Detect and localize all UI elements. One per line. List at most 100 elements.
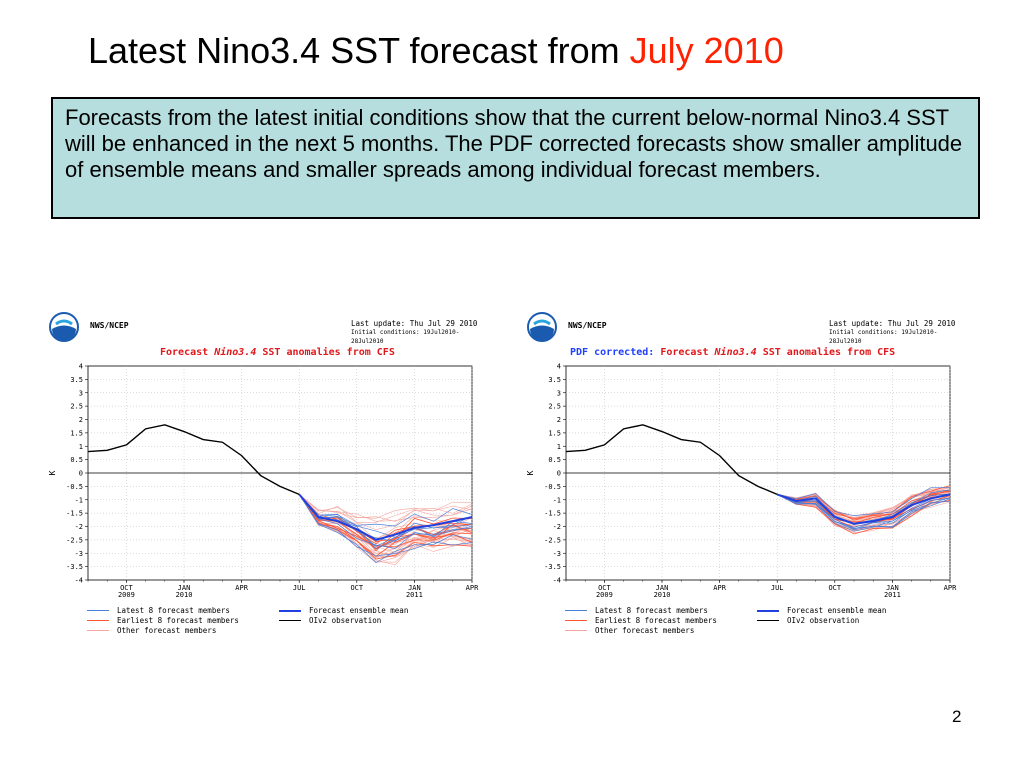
y-tick-label: 3 bbox=[557, 389, 561, 397]
latest8-member-line bbox=[298, 494, 473, 542]
latest8-member-line bbox=[298, 494, 473, 527]
x-tick-label: JUL bbox=[293, 584, 306, 592]
y-tick-label: -1 bbox=[75, 496, 83, 504]
observation-line bbox=[565, 424, 778, 496]
chart-title-main: Forecast bbox=[160, 347, 209, 358]
y-tick-label: 3.5 bbox=[70, 376, 83, 384]
y-tick-label: 2 bbox=[79, 416, 83, 424]
y-tick-label: -0.5 bbox=[544, 483, 561, 491]
initial-conditions: Initial conditions: 19Jul2010-28Jul2010 bbox=[829, 329, 938, 345]
description-box: Forecasts from the latest initial condit… bbox=[51, 97, 980, 219]
chart-title-rest: SST anomalies from CFS bbox=[262, 347, 395, 358]
other-member-line bbox=[299, 494, 473, 519]
earliest8-member-line bbox=[777, 494, 951, 535]
latest8-member-line bbox=[777, 494, 951, 531]
last-update: Last update: Thu Jul 29 2010 bbox=[829, 319, 956, 328]
y-tick-label: -2 bbox=[553, 523, 561, 531]
y-tick-label: -4 bbox=[553, 577, 561, 585]
x-tick-label: OCT bbox=[350, 584, 363, 592]
y-tick-label: 1.5 bbox=[548, 429, 561, 437]
x-tick-year-label: 2010 bbox=[654, 591, 671, 599]
other-member-line bbox=[777, 494, 951, 526]
x-tick-year-label: 2011 bbox=[884, 591, 901, 599]
y-tick-label: 1 bbox=[79, 443, 83, 451]
latest8-member-line bbox=[298, 494, 473, 547]
agency-label: NWS/NCEP bbox=[90, 321, 129, 330]
y-tick-label: -1.5 bbox=[66, 510, 83, 518]
earliest8-member-line bbox=[298, 494, 473, 549]
x-tick-label: APR bbox=[466, 584, 479, 592]
latest8-member-line bbox=[777, 494, 951, 528]
latest8-member-line bbox=[298, 494, 473, 549]
y-tick-label: -3.5 bbox=[544, 563, 561, 571]
y-tick-label: -1.5 bbox=[544, 510, 561, 518]
y-tick-label: -3 bbox=[75, 550, 83, 558]
other-member-line bbox=[299, 494, 473, 522]
earliest8-member-line bbox=[777, 485, 951, 521]
update-info: Last update: Thu Jul 29 2010 Initial con… bbox=[351, 319, 480, 346]
x-tick-year-label: 2011 bbox=[406, 591, 423, 599]
y-tick-label: 4 bbox=[79, 363, 83, 371]
earliest8-member-line bbox=[298, 494, 473, 557]
y-tick-label: 2.5 bbox=[70, 403, 83, 411]
latest8-member-line bbox=[298, 494, 473, 538]
latest8-member-line bbox=[298, 494, 473, 557]
x-tick-label: APR bbox=[944, 584, 957, 592]
nino34-forecast-chart: 4 3.5 3 2.5 2 1.5 1 0.5 0 -0.5 -1 -1.5 -2 -2.5 -3 -3.5 -… bbox=[48, 363, 479, 600]
x-tick-label: OCT bbox=[120, 584, 133, 592]
x-tick-label: JAN bbox=[408, 584, 421, 592]
y-tick-label: -1 bbox=[553, 496, 561, 504]
y-axis-label: K bbox=[48, 470, 57, 475]
x-tick-label: OCT bbox=[828, 584, 841, 592]
x-tick-year-label: 2010 bbox=[176, 591, 193, 599]
chart-title-var: Nino3.4 bbox=[214, 347, 257, 358]
chart-title: PDF corrected: Forecast Nino3.4 SST anom… bbox=[518, 347, 1010, 358]
latest8-member-line bbox=[777, 486, 951, 517]
last-update: Last update: Thu Jul 29 2010 bbox=[351, 319, 478, 328]
other-member-line bbox=[298, 494, 473, 563]
y-tick-label: 3.5 bbox=[548, 376, 561, 384]
y-tick-label: 0 bbox=[79, 470, 83, 478]
x-tick-label: JAN bbox=[178, 584, 191, 592]
y-tick-label: -4 bbox=[75, 577, 83, 585]
description-text: Forecasts from the latest initial condit… bbox=[65, 105, 963, 182]
chart-title-main: Forecast bbox=[660, 347, 709, 358]
initial-conditions: Initial conditions: 19Jul2010-28Jul2010 bbox=[351, 329, 460, 345]
earliest8-member-line bbox=[298, 494, 473, 548]
other-member-line bbox=[298, 494, 473, 523]
y-tick-label: -3 bbox=[553, 550, 561, 558]
y-tick-label: 2.5 bbox=[548, 403, 561, 411]
ensemble-mean-line bbox=[298, 493, 473, 541]
observation-line bbox=[87, 424, 300, 496]
x-tick-label: APR bbox=[713, 584, 726, 592]
x-tick-label: OCT bbox=[598, 584, 611, 592]
y-tick-label: 1 bbox=[557, 443, 561, 451]
update-info: Last update: Thu Jul 29 2010 Initial con… bbox=[829, 319, 958, 346]
latest8-member-line bbox=[777, 494, 951, 529]
y-tick-label: 2 bbox=[557, 416, 561, 424]
y-tick-label: 0.5 bbox=[70, 456, 83, 464]
chart-panel-right: NWS/NCEP Last update: Thu Jul 29 2010 In… bbox=[518, 305, 958, 645]
chart-title-prefix: PDF corrected: bbox=[570, 347, 655, 358]
chart-title-var: Nino3.4 bbox=[714, 347, 757, 358]
x-tick-year-label: 2009 bbox=[118, 591, 135, 599]
chart-panel-left: NWS/NCEP Last update: Thu Jul 29 2010 In… bbox=[40, 305, 480, 645]
chart-title-rest: SST anomalies from CFS bbox=[762, 347, 896, 358]
y-tick-label: 3 bbox=[79, 389, 83, 397]
noaa-logo-icon bbox=[527, 312, 557, 342]
y-tick-label: 0 bbox=[557, 470, 561, 478]
slide-title: Latest Nino3.4 SST forecast from July 20… bbox=[88, 30, 784, 72]
page-number: 2 bbox=[952, 707, 962, 726]
chart-title: Forecast Nino3.4 SST anomalies from CFS bbox=[40, 347, 600, 358]
slide-title-prefix: Latest Nino3.4 SST forecast from bbox=[88, 30, 620, 71]
x-tick-label: JAN bbox=[656, 584, 669, 592]
y-tick-label: 0.5 bbox=[548, 456, 561, 464]
y-tick-label: -2.5 bbox=[544, 536, 561, 544]
y-tick-label: 4 bbox=[557, 363, 561, 371]
ensemble-mean-line bbox=[776, 493, 951, 525]
x-tick-label: APR bbox=[235, 584, 248, 592]
slide-title-accent: July 2010 bbox=[629, 30, 784, 71]
agency-label: NWS/NCEP bbox=[568, 321, 607, 330]
noaa-logo-icon bbox=[49, 312, 79, 342]
y-tick-label: -0.5 bbox=[66, 483, 83, 491]
